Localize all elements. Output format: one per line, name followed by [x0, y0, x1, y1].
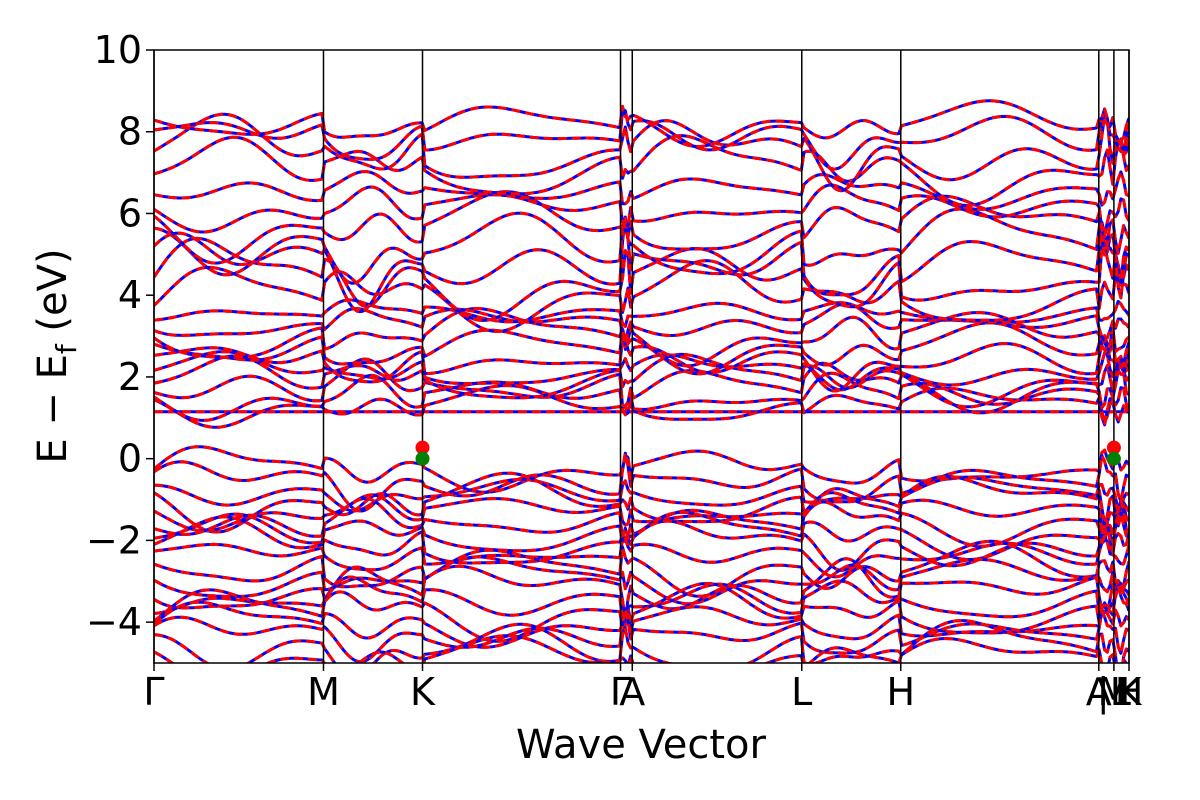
band-line-dashed: [154, 600, 1129, 649]
band-line-dashed: [154, 207, 1129, 289]
band-line-dashed: [154, 259, 1129, 333]
y-tick-label: −2: [86, 518, 142, 562]
band-line-dashed: [154, 321, 1129, 376]
y-tick-label: 10: [94, 28, 142, 72]
band-line-dashed: [154, 634, 1128, 663]
x-tick-label: |L: [1097, 670, 1131, 715]
band-line-dashed: [154, 491, 1129, 536]
y-axis-label-unit: (eV): [30, 248, 76, 344]
band-line-dashed: [154, 170, 1129, 211]
y-axis-label-main: E − E: [30, 354, 76, 464]
y-tick-label: 6: [118, 191, 142, 235]
band-line-dashed: [154, 134, 1129, 207]
band-edge-marker: [415, 451, 430, 466]
band-line-dashed: [154, 471, 1129, 534]
x-tick-label: K: [410, 670, 436, 714]
y-tick-label: 0: [118, 437, 142, 481]
x-tick-label: A: [619, 670, 645, 714]
band-edge-markers: [415, 440, 1121, 466]
band-line-dashed: [154, 357, 1129, 415]
band-line-dashed: [154, 183, 1129, 239]
x-tick-label: A: [1086, 670, 1112, 714]
band-line-dashed: [154, 352, 1129, 409]
band-line-dashed: [154, 539, 1129, 598]
band-edge-marker: [1106, 440, 1121, 455]
band-line-dashed: [154, 215, 1129, 314]
x-tick-label: M: [307, 670, 340, 714]
band-line-dashed: [154, 307, 1129, 368]
plot-frame: [153, 49, 1130, 664]
band-line-dashed: [154, 371, 1129, 427]
band-line-dashed: [154, 236, 1129, 322]
x-axis-label: Wave Vector: [516, 722, 767, 768]
band-line-dashed: [154, 515, 1129, 572]
y-tick-label: 2: [118, 355, 142, 399]
band-line-dashed: [154, 334, 1129, 393]
y-tick-label: 8: [118, 110, 142, 154]
band-line-dashed: [154, 451, 1129, 513]
x-tick-label: K: [1117, 670, 1143, 714]
y-tick-label: 4: [118, 273, 142, 317]
band-line-dashed: [154, 575, 1129, 628]
y-ticks: 10 8 6 4 2 0 −2 −4: [86, 28, 154, 644]
x-tick-label: H: [1115, 670, 1144, 714]
x-tick-label: Γ: [143, 670, 164, 714]
x-tick-label: Γ: [610, 670, 631, 714]
x-tick-label: L: [791, 670, 812, 714]
band-line-dashed: [154, 534, 1129, 579]
band-line-dashed: [154, 475, 1129, 513]
y-tick-label: −4: [86, 600, 142, 644]
band-line-dashed: [154, 607, 1129, 663]
band-line-dashed: [154, 302, 1129, 346]
x-tick-label: H: [886, 670, 915, 714]
band-edge-marker: [415, 440, 430, 455]
band-line-dashed: [154, 99, 1129, 148]
band-line-dashed: [154, 555, 1129, 606]
band-edge-marker: [1106, 451, 1121, 466]
band-line-dashed: [154, 619, 1129, 663]
y-axis-label: E − Ef (eV): [30, 248, 83, 463]
x-tick-label: M: [1097, 670, 1130, 714]
x-ticks: Γ M K ΓA L H AM|LHK: [143, 663, 1143, 715]
y-axis-label-sub: f: [50, 343, 83, 354]
bands-layer: [154, 99, 1129, 663]
band-line-dashed: [154, 350, 1129, 392]
band-line-dashed: [154, 112, 1129, 193]
band-line-dashed: [154, 557, 1129, 622]
band-line-dashed: [154, 190, 1129, 265]
